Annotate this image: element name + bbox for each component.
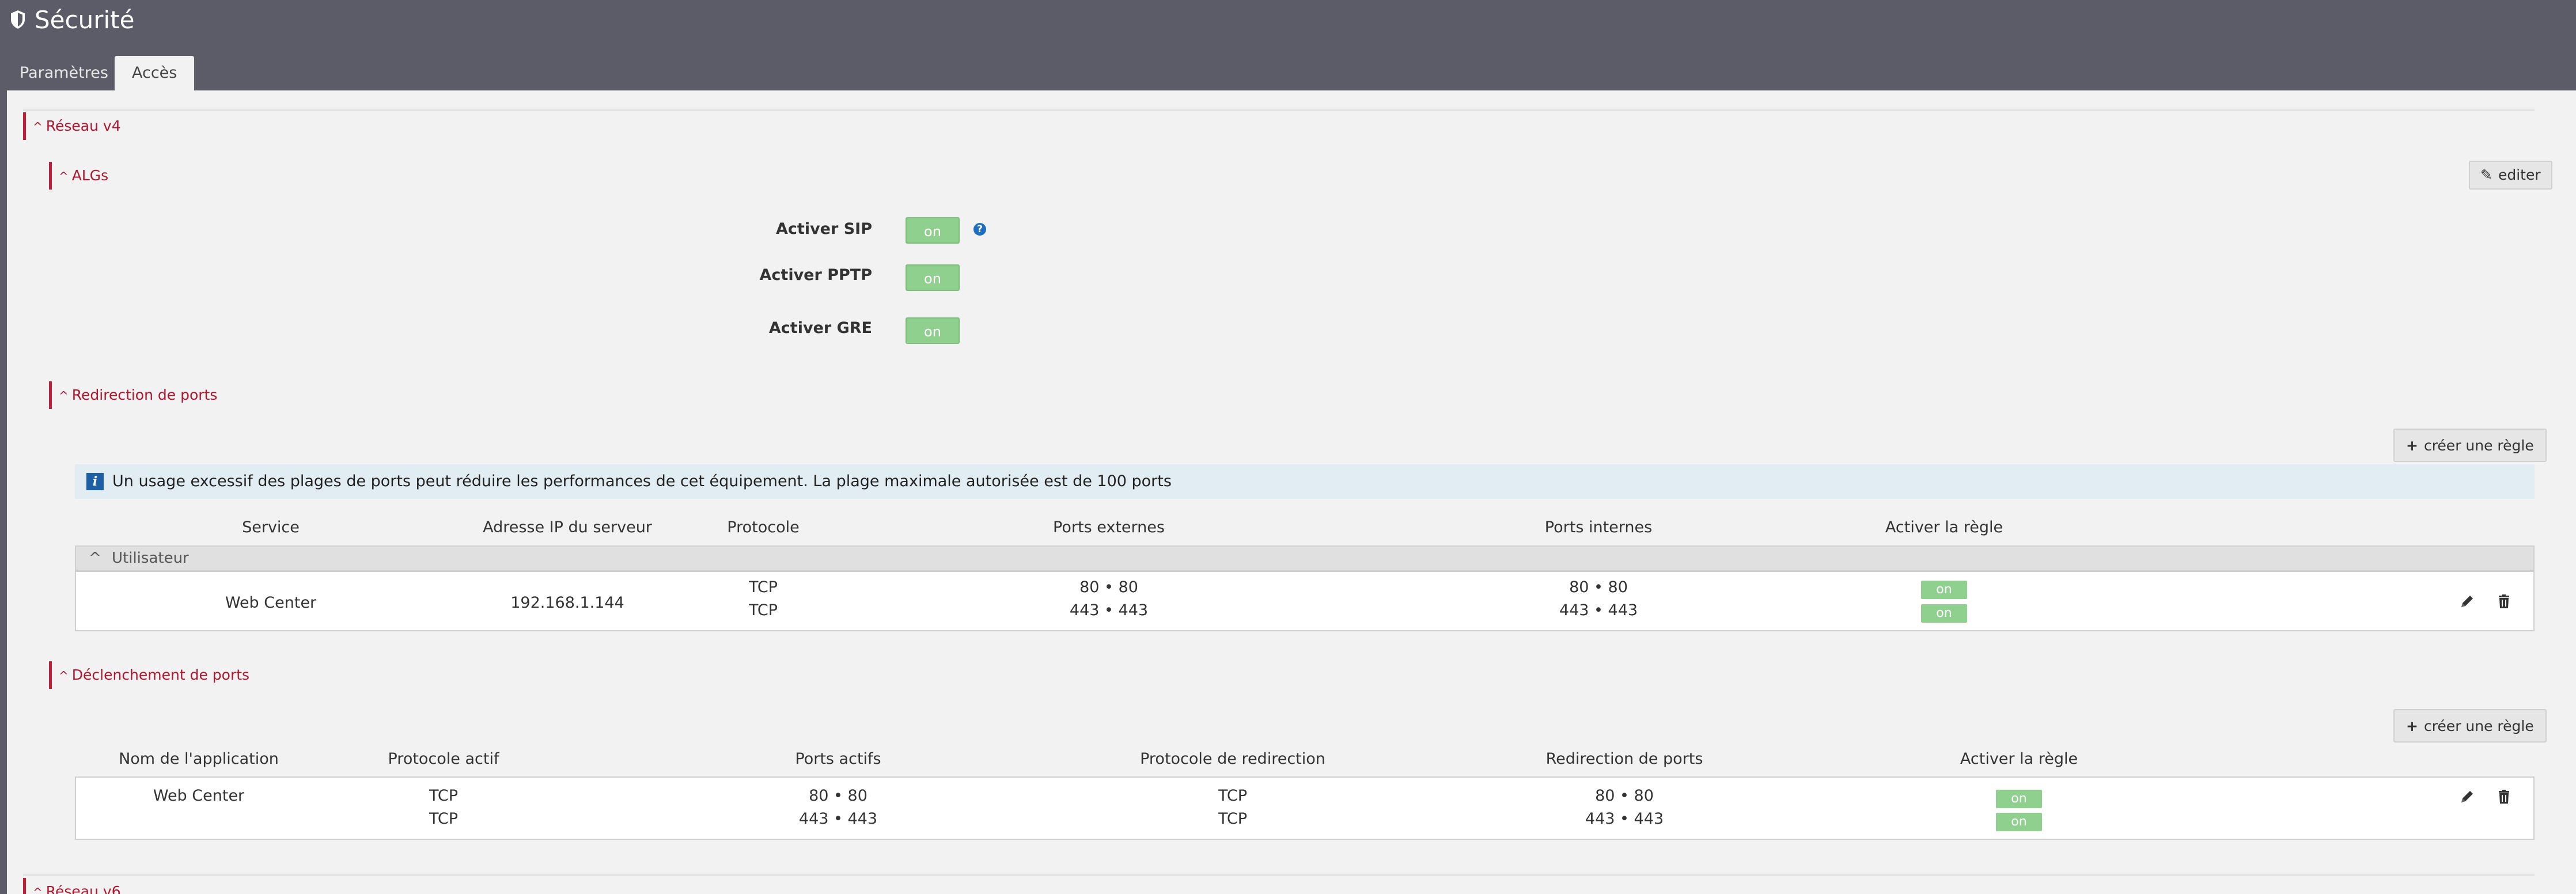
- col-active-ports: Ports actifs: [795, 750, 881, 768]
- sip-label: Activer SIP: [776, 220, 872, 238]
- plus-icon: +: [2406, 437, 2418, 454]
- edit-button[interactable]: ✎ editer: [2469, 161, 2552, 190]
- cell-service: Web Center: [225, 594, 317, 612]
- col-enable-rule: Activer la règle: [1960, 750, 2078, 768]
- section-reseau-v4[interactable]: ^ Réseau v4: [23, 112, 121, 140]
- shield-icon: [11, 10, 25, 29]
- sip-toggle[interactable]: on: [906, 217, 960, 244]
- info-text: Un usage excessif des plages de ports pe…: [112, 472, 1172, 490]
- divider: [23, 109, 2535, 111]
- cell-app: Web Center: [153, 787, 245, 805]
- create-rule-label: créer une règle: [2423, 437, 2534, 454]
- cell-external-port: 80 • 80: [1079, 578, 1138, 596]
- section-label: Redirection de ports: [71, 387, 218, 403]
- cell-active-port: 443 • 443: [798, 810, 878, 828]
- table-row: [75, 776, 2535, 840]
- pencil-icon: ✎: [2480, 166, 2492, 183]
- rule-toggle[interactable]: on: [1921, 581, 1967, 599]
- divider: [23, 874, 2535, 876]
- chevron-up-icon: ^: [33, 120, 43, 134]
- cell-active-protocol: TCP: [429, 787, 459, 805]
- create-rule-label: créer une règle: [2423, 718, 2534, 734]
- pptp-toggle[interactable]: on: [906, 264, 960, 291]
- help-icon[interactable]: ?: [973, 223, 986, 236]
- pencil-icon[interactable]: [2458, 788, 2476, 805]
- section-label: ALGs: [71, 167, 109, 184]
- section-label: Déclenchement de ports: [71, 666, 250, 683]
- left-edge-bar: [0, 90, 7, 894]
- section-label: Réseau v6: [46, 883, 121, 894]
- chevron-up-icon: ^: [59, 669, 69, 683]
- cell-ip: 192.168.1.144: [510, 594, 624, 612]
- rule-toggle[interactable]: on: [1996, 790, 2042, 808]
- col-service: Service: [242, 518, 300, 536]
- chevron-up-icon: ^: [33, 885, 43, 894]
- create-rule-button[interactable]: + créer une règle: [2393, 709, 2547, 743]
- cell-protocol: TCP: [748, 601, 778, 619]
- section-algs[interactable]: ^ ALGs: [49, 162, 108, 190]
- page-title: Sécurité: [35, 6, 135, 34]
- cell-external-port: 443 • 443: [1069, 601, 1149, 619]
- group-label: Utilisateur: [112, 550, 189, 567]
- section-redirection-ports[interactable]: ^ Redirection de ports: [49, 381, 217, 409]
- cell-redirect-protocol: TCP: [1218, 810, 1248, 828]
- section-reseau-v6[interactable]: ^ Réseau v6: [23, 878, 121, 894]
- cell-redirect-protocol: TCP: [1218, 787, 1248, 805]
- section-label: Réseau v4: [46, 118, 121, 134]
- col-protocol: Protocole: [727, 518, 800, 536]
- info-icon: i: [86, 473, 104, 490]
- cell-protocol: TCP: [748, 578, 778, 596]
- tab-acces[interactable]: Accès: [115, 56, 195, 90]
- col-ip: Adresse IP du serveur: [483, 518, 652, 536]
- cell-internal-port: 80 • 80: [1569, 578, 1628, 596]
- plus-icon: +: [2406, 718, 2418, 734]
- cell-active-port: 80 • 80: [809, 787, 867, 805]
- app-header: Sécurité Paramètres Accès: [0, 0, 2576, 90]
- col-active-protocol: Protocole actif: [388, 750, 499, 768]
- pencil-icon[interactable]: [2458, 593, 2476, 610]
- group-row[interactable]: ^ Utilisateur: [75, 546, 2535, 571]
- rule-toggle[interactable]: on: [1996, 813, 2042, 831]
- edit-label: editer: [2498, 166, 2541, 183]
- cell-internal-port: 443 • 443: [1559, 601, 1638, 619]
- chevron-up-icon: ^: [59, 169, 69, 183]
- col-app-name: Nom de l'application: [119, 750, 279, 768]
- section-declenchement-ports[interactable]: ^ Déclenchement de ports: [49, 661, 249, 689]
- col-enable-rule: Activer la règle: [1885, 518, 2003, 536]
- cell-redirect-port: 443 • 443: [1585, 810, 1664, 828]
- col-redirect-ports: Redirection de ports: [1545, 750, 1703, 768]
- col-internal-ports: Ports internes: [1544, 518, 1653, 536]
- rule-toggle[interactable]: on: [1921, 604, 1967, 623]
- create-rule-button[interactable]: + créer une règle: [2393, 429, 2547, 462]
- trash-icon[interactable]: [2495, 788, 2513, 805]
- col-redirect-protocol: Protocole de redirection: [1140, 750, 1325, 768]
- cell-active-protocol: TCP: [429, 810, 459, 828]
- pptp-label: Activer PPTP: [759, 266, 872, 284]
- tab-parametres[interactable]: Paramètres: [20, 64, 108, 82]
- cell-redirect-port: 80 • 80: [1595, 787, 1654, 805]
- info-banner: i Un usage excessif des plages de ports …: [75, 464, 2535, 499]
- gre-label: Activer GRE: [768, 319, 872, 337]
- gre-toggle[interactable]: on: [906, 317, 960, 344]
- chevron-up-icon: ^: [89, 550, 101, 567]
- chevron-up-icon: ^: [59, 389, 69, 403]
- trash-icon[interactable]: [2495, 593, 2513, 610]
- table-row: [75, 571, 2535, 631]
- col-external-ports: Ports externes: [1053, 518, 1165, 536]
